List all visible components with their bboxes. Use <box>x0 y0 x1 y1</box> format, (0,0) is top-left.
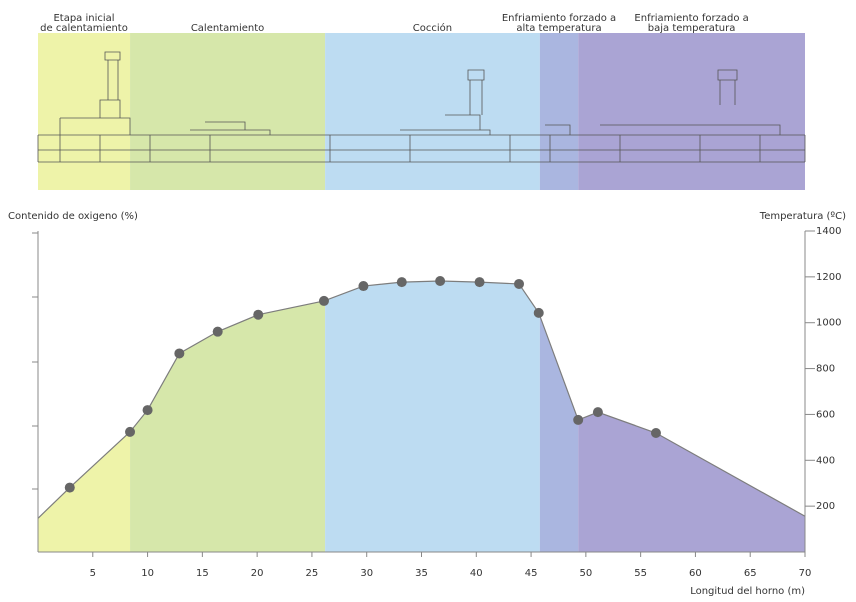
plot-area <box>37 275 806 552</box>
x-tick-label: 40 <box>470 568 483 579</box>
x-tick-label: 30 <box>360 568 373 579</box>
stage-label: Calentamiento <box>191 23 264 34</box>
x-tick-label: 20 <box>251 568 264 579</box>
stage-area <box>578 280 805 552</box>
y-axis-title: Contenido de oxigeno (%) <box>8 211 138 222</box>
data-point <box>125 426 136 437</box>
data-point <box>533 307 544 318</box>
x-tick-label: 5 <box>90 568 96 579</box>
stage-area <box>130 280 326 552</box>
x-tick-label: 15 <box>196 568 209 579</box>
data-point <box>396 277 407 288</box>
stage-band <box>38 33 131 190</box>
data-point <box>358 281 369 292</box>
x-axis-title: Longitud del horno (m) <box>690 586 805 597</box>
y2-tick-label: 1400 <box>816 226 841 237</box>
data-point <box>573 414 584 425</box>
x-tick-label: 10 <box>141 568 154 579</box>
x-tick-label: 60 <box>689 568 702 579</box>
data-point <box>435 275 446 286</box>
stage-band <box>130 33 326 190</box>
x-tick-label: 55 <box>634 568 647 579</box>
data-point <box>64 482 75 493</box>
stage-label: alta temperatura <box>516 23 601 34</box>
stage-label: Enfriamiento forzado a <box>634 13 748 24</box>
y2-tick-label: 200 <box>816 501 835 512</box>
data-point <box>212 326 223 337</box>
stage-area <box>325 280 540 552</box>
stage-area <box>38 280 131 552</box>
stage-label: de calentamiento <box>40 23 128 34</box>
stage-area <box>539 280 579 552</box>
left-axis <box>32 231 39 552</box>
y2-tick-label: 600 <box>816 409 835 420</box>
data-point <box>253 309 264 320</box>
area-fill <box>38 280 805 552</box>
y2-tick-label: 1200 <box>816 272 841 283</box>
y2-tick-label: 1000 <box>816 318 841 329</box>
furnace-drawing <box>37 51 806 163</box>
stage-band <box>578 33 805 190</box>
data-point <box>474 277 485 288</box>
y2-axis-title: Temperatura (ºC) <box>759 211 846 222</box>
y2-tick-label: 400 <box>816 455 835 466</box>
x-tick-label: 35 <box>415 568 428 579</box>
stage-band <box>539 33 579 190</box>
stage-bands <box>38 33 805 190</box>
x-tick-label: 25 <box>306 568 319 579</box>
stage-label: Etapa inicial <box>53 13 114 24</box>
x-tick-label: 45 <box>525 568 538 579</box>
x-tick-label: 70 <box>799 568 812 579</box>
y2-tick-label: 800 <box>816 364 835 375</box>
data-point <box>650 428 661 439</box>
data-point <box>174 348 185 359</box>
data-point <box>514 278 525 289</box>
stage-band <box>325 33 540 190</box>
x-tick-label: 65 <box>744 568 757 579</box>
data-point <box>592 407 603 418</box>
data-point <box>142 405 153 416</box>
stage-label: Cocción <box>413 22 452 34</box>
data-point <box>318 295 329 306</box>
stage-label: baja temperatura <box>648 23 736 34</box>
x-tick-label: 50 <box>579 568 592 579</box>
stage-label: Enfriamiento forzado a <box>502 13 616 24</box>
